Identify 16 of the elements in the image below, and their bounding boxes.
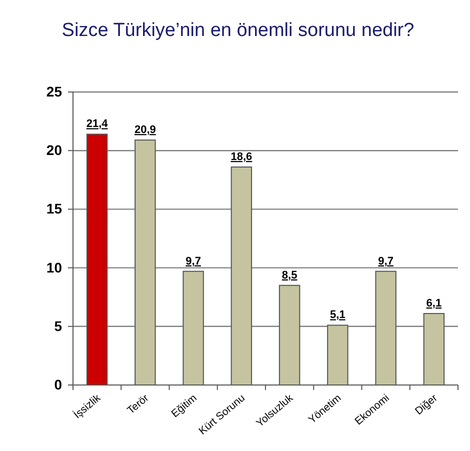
chart-title: Sizce Türkiye’nin en önemli sorunu nedir? — [62, 20, 414, 41]
data-label: 18,6 — [230, 151, 252, 164]
data-label: 20,9 — [134, 124, 156, 136]
data-label: 6,1 — [426, 298, 442, 310]
y-tick-label: 10 — [46, 259, 62, 276]
y-tick-label: 15 — [46, 200, 62, 217]
data-label: 9,7 — [186, 255, 201, 268]
data-label: 8,5 — [282, 269, 298, 282]
y-tick-label: 25 — [46, 83, 62, 100]
data-label: 9,7 — [378, 255, 394, 268]
data-label: 21,4 — [86, 118, 109, 130]
y-tick-label: 5 — [54, 318, 62, 334]
y-tick-label: 0 — [54, 376, 62, 392]
y-tick-label: 20 — [46, 142, 62, 158]
x-tick-label: Terör — [125, 392, 152, 417]
data-label: 5,1 — [330, 309, 346, 322]
